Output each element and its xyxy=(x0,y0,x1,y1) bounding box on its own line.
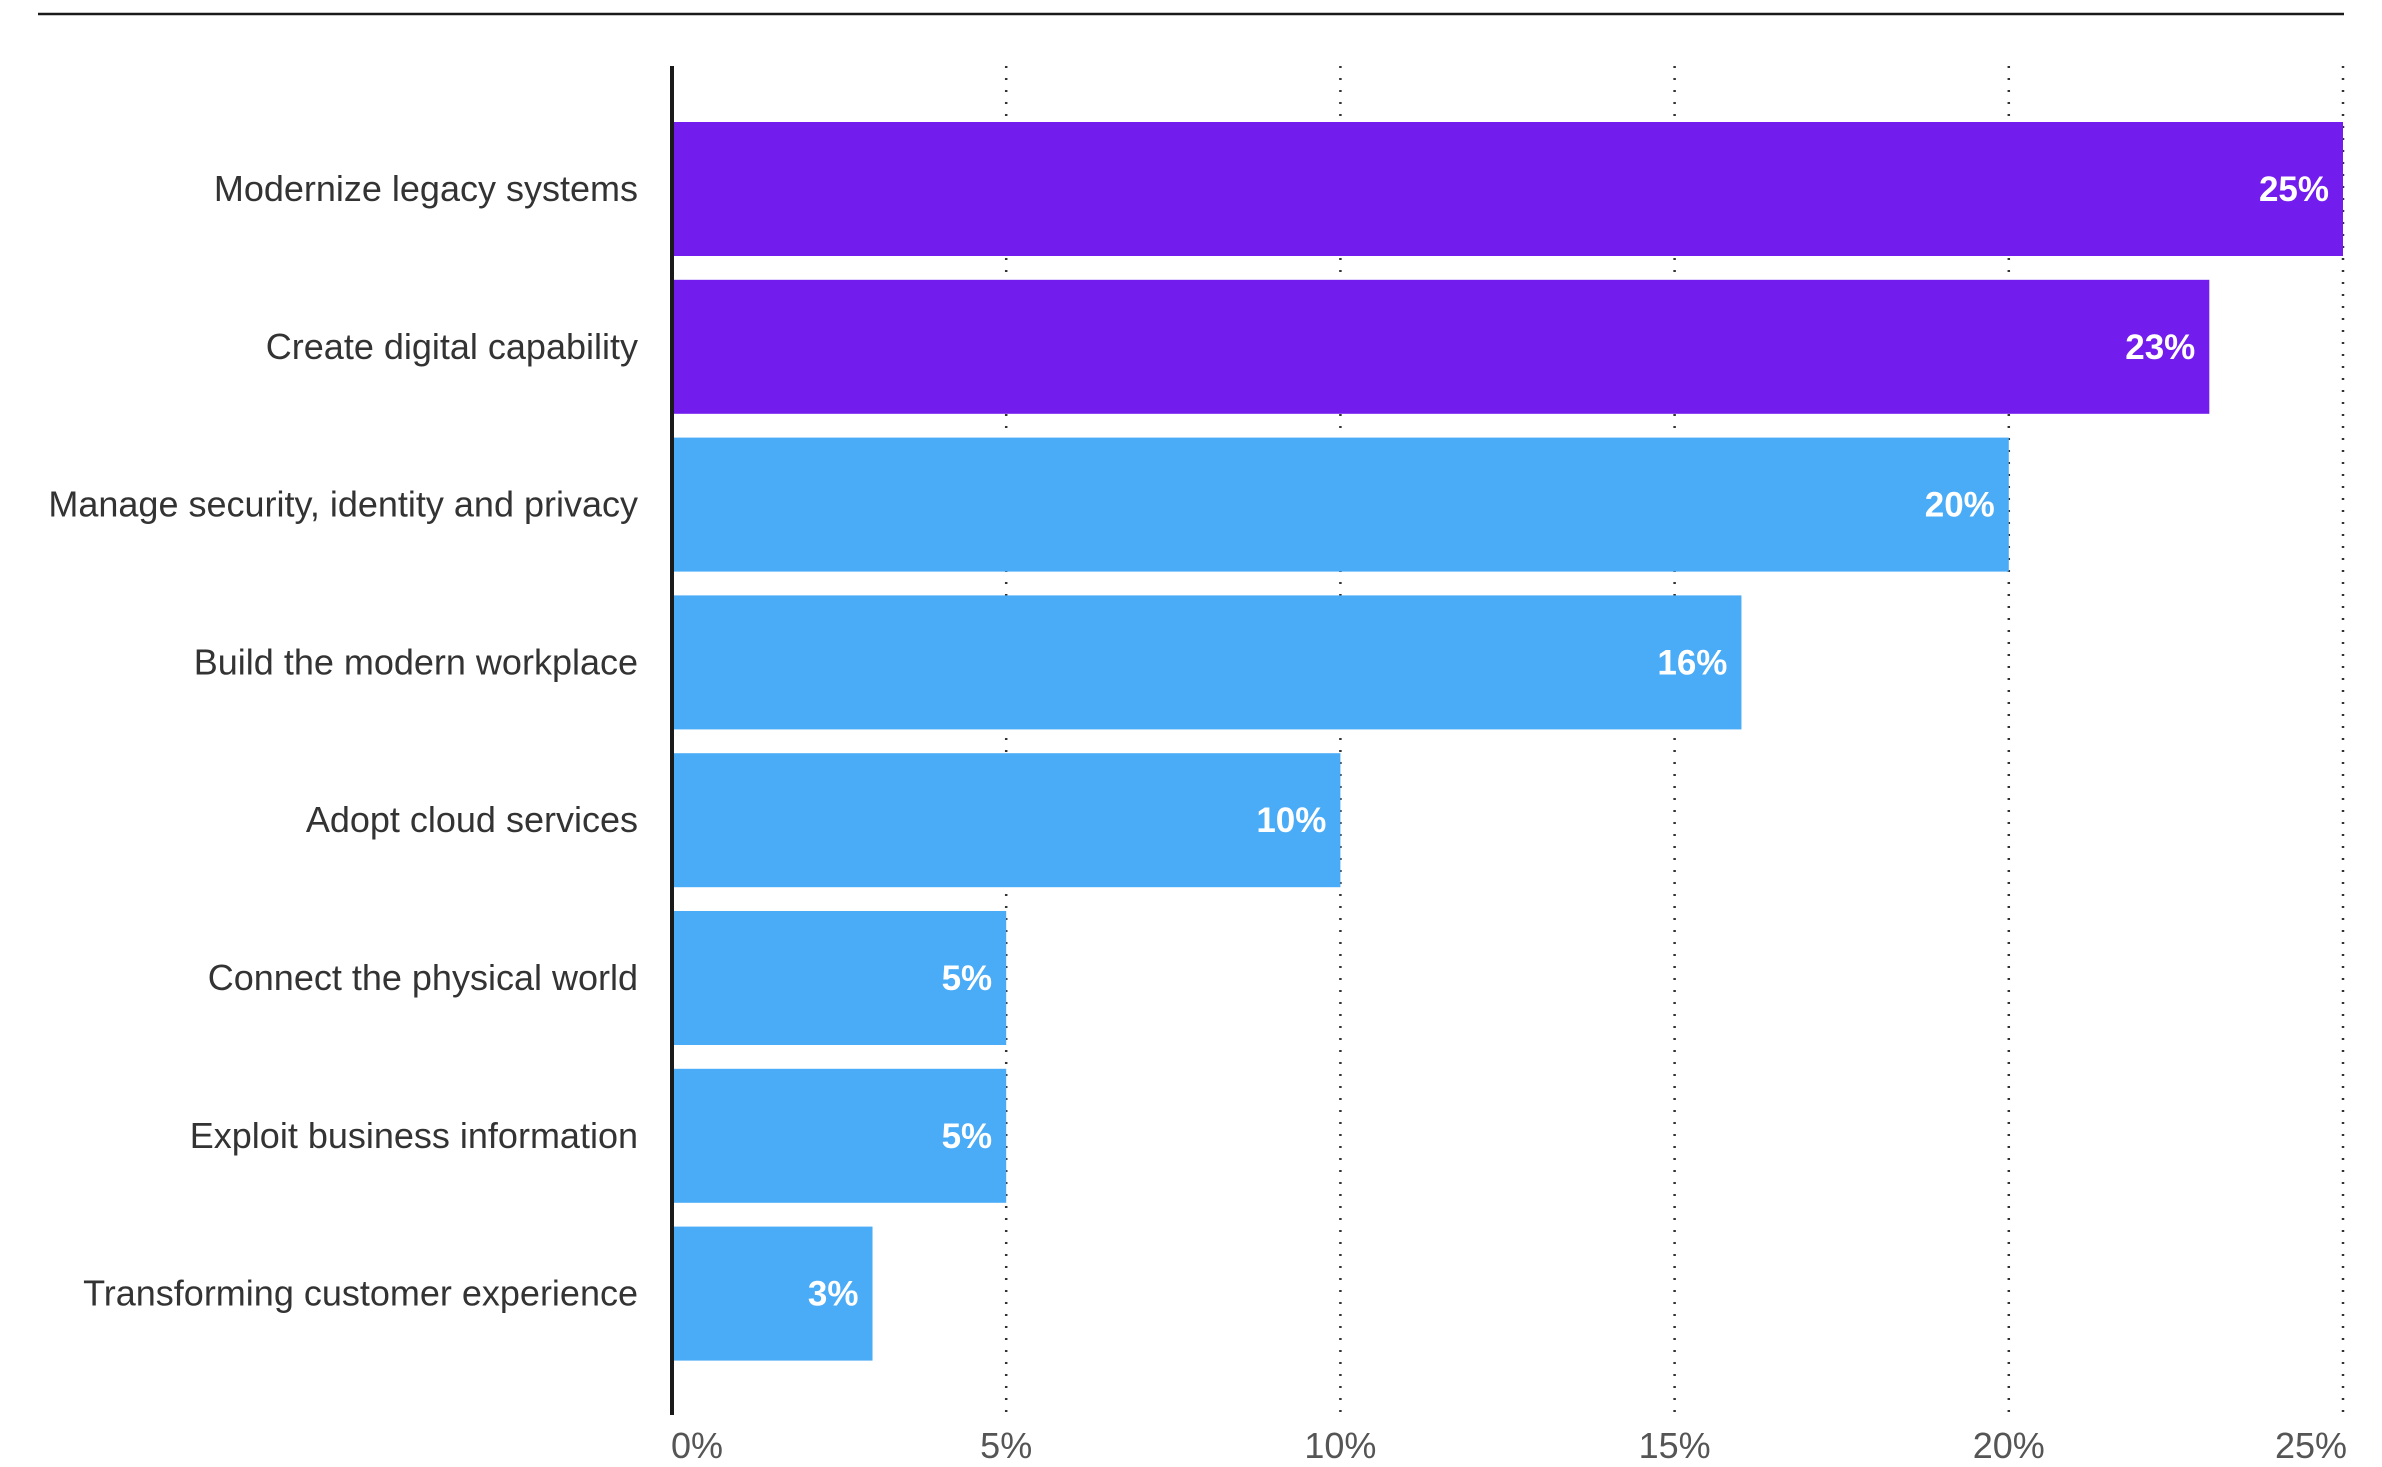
bar-2 xyxy=(672,437,2009,572)
value-label-1: 23% xyxy=(2125,328,2195,367)
x-tick-label-20: 20% xyxy=(1973,1425,2045,1466)
bars: 25% 23% 20% 16% 10% 5% 5% 3% xyxy=(672,122,2343,1361)
bar-1 xyxy=(672,279,2210,414)
value-label-6: 5% xyxy=(942,1117,993,1156)
bar-7 xyxy=(672,1226,873,1361)
category-label-0: Modernize legacy systems xyxy=(214,168,638,209)
category-label-2: Manage security, identity and privacy xyxy=(48,484,638,525)
category-label-1: Create digital capability xyxy=(266,326,638,367)
category-labels: Modernize legacy systems Create digital c… xyxy=(48,168,638,1314)
x-tick-label-15: 15% xyxy=(1639,1425,1711,1466)
category-label-7: Transforming customer experience xyxy=(83,1273,638,1314)
bar-5 xyxy=(672,911,1007,1045)
value-label-7: 3% xyxy=(808,1275,859,1314)
x-tick-label-10: 10% xyxy=(1304,1425,1376,1466)
bar-6 xyxy=(672,1068,1007,1203)
bar-4 xyxy=(672,753,1341,888)
x-tick-label-0: 0% xyxy=(671,1425,723,1466)
value-label-2: 20% xyxy=(1925,486,1995,525)
value-label-5: 5% xyxy=(942,959,993,998)
x-tick-label-5: 5% xyxy=(980,1425,1032,1466)
gridlines xyxy=(1004,66,2345,1415)
x-tick-label-25: 25% xyxy=(2275,1425,2347,1466)
bar-3 xyxy=(672,595,1742,730)
value-label-4: 10% xyxy=(1256,801,1326,840)
value-label-0: 25% xyxy=(2259,170,2329,209)
bar-0 xyxy=(672,122,2343,256)
category-label-4: Adopt cloud services xyxy=(306,799,638,840)
value-label-3: 16% xyxy=(1657,643,1727,682)
category-label-3: Build the modern workplace xyxy=(194,641,638,682)
x-axis-ticks: 0% 5% 10% 15% 20% 25% xyxy=(671,1425,2347,1466)
category-label-6: Exploit business information xyxy=(190,1115,638,1156)
category-label-5: Connect the physical world xyxy=(208,957,638,998)
